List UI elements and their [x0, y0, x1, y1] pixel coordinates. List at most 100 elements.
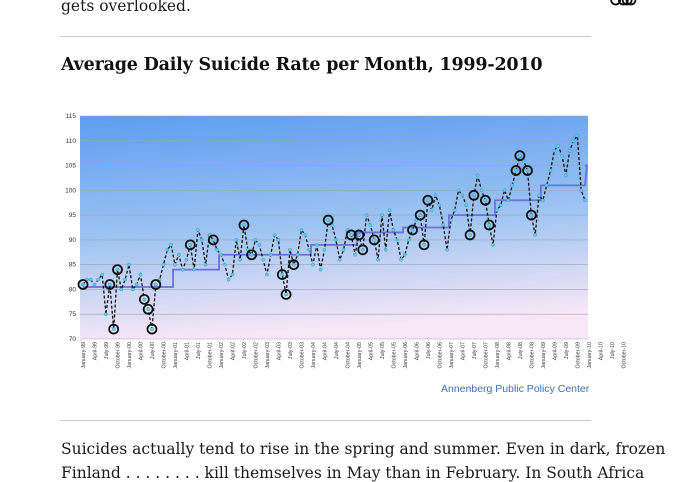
- highlight-circle: [353, 229, 365, 241]
- highlight-circle: [357, 244, 369, 256]
- data-point: [353, 252, 357, 257]
- highlight-circle: [617, 0, 629, 6]
- highlight-circle: [138, 293, 150, 305]
- highlight-circle: [621, 0, 633, 6]
- highlight-circle: [510, 165, 522, 176]
- highlight-circle: [112, 264, 123, 276]
- data-point: [422, 243, 426, 247]
- data-point: [268, 252, 273, 257]
- data-point: [272, 233, 277, 237]
- data-point: [92, 282, 97, 287]
- data-point: [199, 238, 204, 242]
- data-point: [506, 198, 511, 203]
- data-point: [326, 218, 331, 222]
- data-point: [433, 193, 438, 198]
- x-tick-label: April-99: [92, 342, 98, 360]
- data-point: [502, 188, 507, 193]
- data-point: [242, 223, 246, 227]
- data-point: [134, 282, 139, 287]
- data-point: [429, 208, 434, 212]
- divider-bottom: [60, 420, 591, 421]
- x-tick-label: October-04: [345, 342, 351, 369]
- data-point: [529, 213, 534, 217]
- data-point: [146, 307, 150, 312]
- data-point: [357, 233, 361, 237]
- data-point: [165, 247, 170, 252]
- x-tick-label: July-00: [150, 342, 156, 359]
- data-point: [456, 188, 461, 193]
- data-point: [215, 247, 219, 252]
- x-tick-label: January-02: [219, 342, 225, 369]
- data-point: [541, 198, 545, 203]
- data-point: [537, 193, 541, 198]
- data-point: [127, 262, 131, 267]
- x-tick-label: October-99: [115, 342, 121, 369]
- x-tick-label: April-03: [276, 342, 282, 360]
- x-tick-label: July-03: [288, 342, 294, 359]
- highlight-circle: [625, 0, 637, 6]
- data-point: [196, 228, 200, 232]
- x-tick-label: January-05: [357, 342, 363, 369]
- data-point: [311, 262, 315, 267]
- x-tick-label: April-10: [598, 342, 604, 360]
- x-tick-label: October-03: [299, 342, 305, 369]
- data-point: [238, 257, 242, 262]
- highlight-circle: [104, 279, 116, 290]
- data-point: [104, 312, 108, 317]
- data-point: [583, 198, 587, 203]
- x-tick-label: April-00: [138, 342, 144, 360]
- data-point: [265, 272, 269, 277]
- x-tick-label: April-04: [322, 342, 328, 360]
- highlight-circle: [468, 189, 480, 201]
- x-tick-label: January-07: [449, 342, 455, 369]
- x-tick-label: October-10: [621, 342, 627, 369]
- data-point: [387, 208, 392, 212]
- data-point: [514, 168, 518, 173]
- data-point: [460, 193, 465, 198]
- y-axis-ticks: 70 75 80 85 90 95 100 105 110 115: [65, 113, 76, 343]
- data-point: [173, 262, 177, 267]
- highlight-circle: [280, 288, 292, 300]
- highlight-circles: [77, 0, 637, 335]
- highlight-circle: [246, 249, 258, 261]
- chart-title: Average Daily Suicide Rate per Month, 19…: [61, 55, 543, 75]
- data-point: [372, 238, 377, 242]
- data-point: [111, 327, 116, 331]
- monthly-series: [81, 134, 587, 331]
- data-point: [437, 203, 442, 207]
- data-point: [299, 228, 304, 232]
- data-point: [192, 267, 196, 272]
- data-point: [380, 213, 384, 217]
- data-point: [307, 247, 311, 252]
- data-point: [88, 277, 93, 282]
- data-point: [383, 247, 388, 252]
- x-tick-label: January-01: [173, 342, 179, 369]
- data-point: [567, 148, 572, 153]
- data-point: [318, 267, 323, 272]
- x-tick-label: January-03: [265, 342, 271, 369]
- data-point: [257, 243, 262, 247]
- x-tick-label: April-08: [506, 342, 512, 360]
- highlight-circle: [146, 323, 158, 335]
- data-point: [115, 267, 120, 272]
- data-point: [525, 168, 530, 173]
- plot-background: [80, 116, 588, 339]
- highlight-circle: [610, 0, 622, 6]
- data-point: [483, 198, 488, 203]
- article-paragraph-top: gets overlooked.: [61, 0, 191, 15]
- data-point: [288, 247, 292, 252]
- data-point: [533, 233, 537, 237]
- data-point: [177, 252, 181, 257]
- data-point: [230, 272, 235, 277]
- highlight-circle: [345, 229, 357, 241]
- x-tick-label: October-07: [483, 342, 489, 369]
- data-point: [575, 134, 580, 138]
- x-tick-label: January-99: [81, 342, 87, 369]
- data-point: [479, 188, 484, 193]
- x-tick-label: July-04: [334, 342, 340, 359]
- chart-source: Annenberg Public Policy Center: [441, 383, 590, 395]
- highlight-circle: [479, 194, 491, 206]
- highlight-circle: [522, 165, 533, 176]
- x-tick-label: October-01: [207, 342, 213, 369]
- y-tick-label: 75: [69, 311, 77, 318]
